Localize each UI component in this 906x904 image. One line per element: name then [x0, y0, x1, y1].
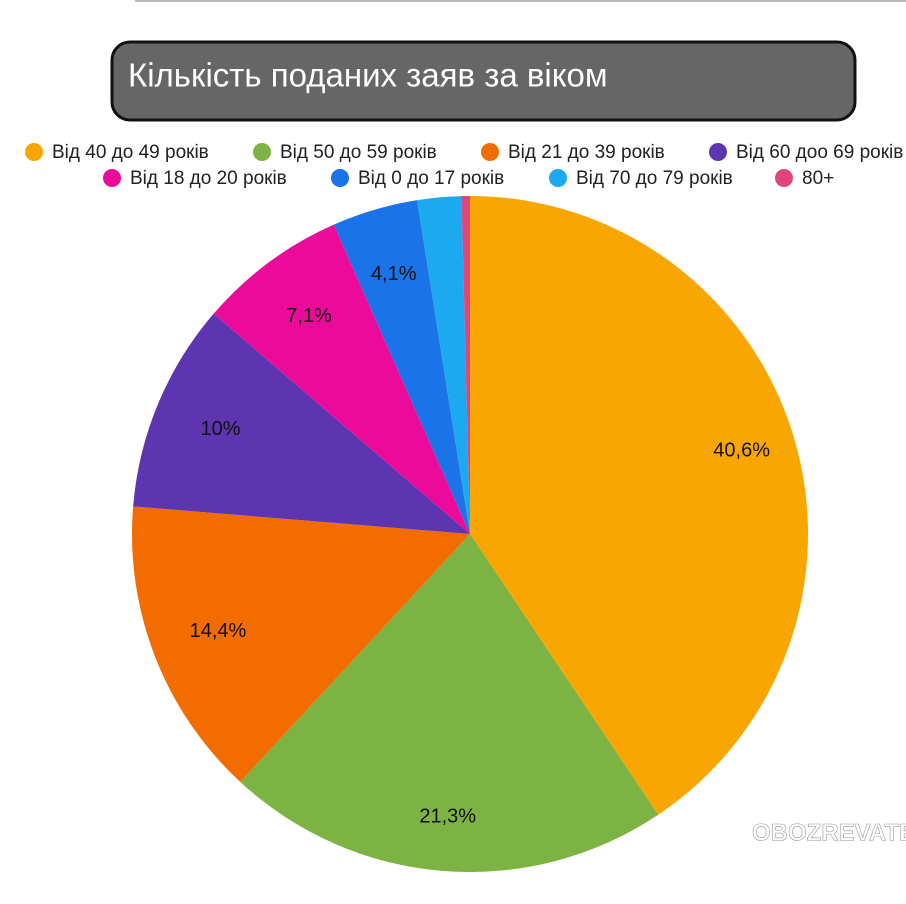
legend-label: Від 50 до 59 років	[280, 142, 437, 163]
pie-slice	[133, 313, 470, 534]
pie: 40,6% 21,3% 14,4% 10% 7,1% 4,1%	[132, 196, 808, 872]
pie-slice	[213, 224, 470, 534]
legend-label: Від 21 до 39 років	[508, 142, 665, 163]
legend-label: Від 0 до 17 років	[358, 168, 504, 189]
watermark: OBOZREVATEL	[752, 819, 906, 846]
legend-marker	[253, 143, 271, 161]
legend-label: Від 70 до 79 років	[576, 168, 733, 189]
legend-label: 80+	[802, 168, 834, 189]
pie-slice	[461, 196, 470, 534]
legend-marker	[25, 143, 43, 161]
legend-label: Від 18 до 20 років	[130, 168, 287, 189]
pie-slice	[132, 506, 470, 782]
value-label: 21,3%	[419, 805, 476, 827]
value-label: 40,6%	[713, 440, 770, 462]
legend-marker	[549, 169, 567, 187]
value-label: 10%	[200, 418, 240, 440]
legend-marker	[775, 169, 793, 187]
legend-marker	[709, 143, 727, 161]
pie-slice	[240, 534, 659, 872]
pie-slice	[333, 200, 470, 534]
title-box	[110, 40, 857, 122]
legend-marker	[331, 169, 349, 187]
legend-marker	[481, 143, 499, 161]
value-label: 14,4%	[190, 620, 247, 642]
pie-slice	[417, 196, 470, 534]
legend-label: Від 60 доо 69 років	[736, 142, 903, 163]
legend-marker	[103, 169, 121, 187]
value-label: 4,1%	[371, 263, 417, 285]
chart-title: Кількість поданих заяв за віком	[128, 57, 608, 94]
value-label: 7,1%	[286, 305, 332, 327]
legend-label: Від 40 до 49 років	[52, 142, 209, 163]
pie-slice	[470, 196, 808, 815]
